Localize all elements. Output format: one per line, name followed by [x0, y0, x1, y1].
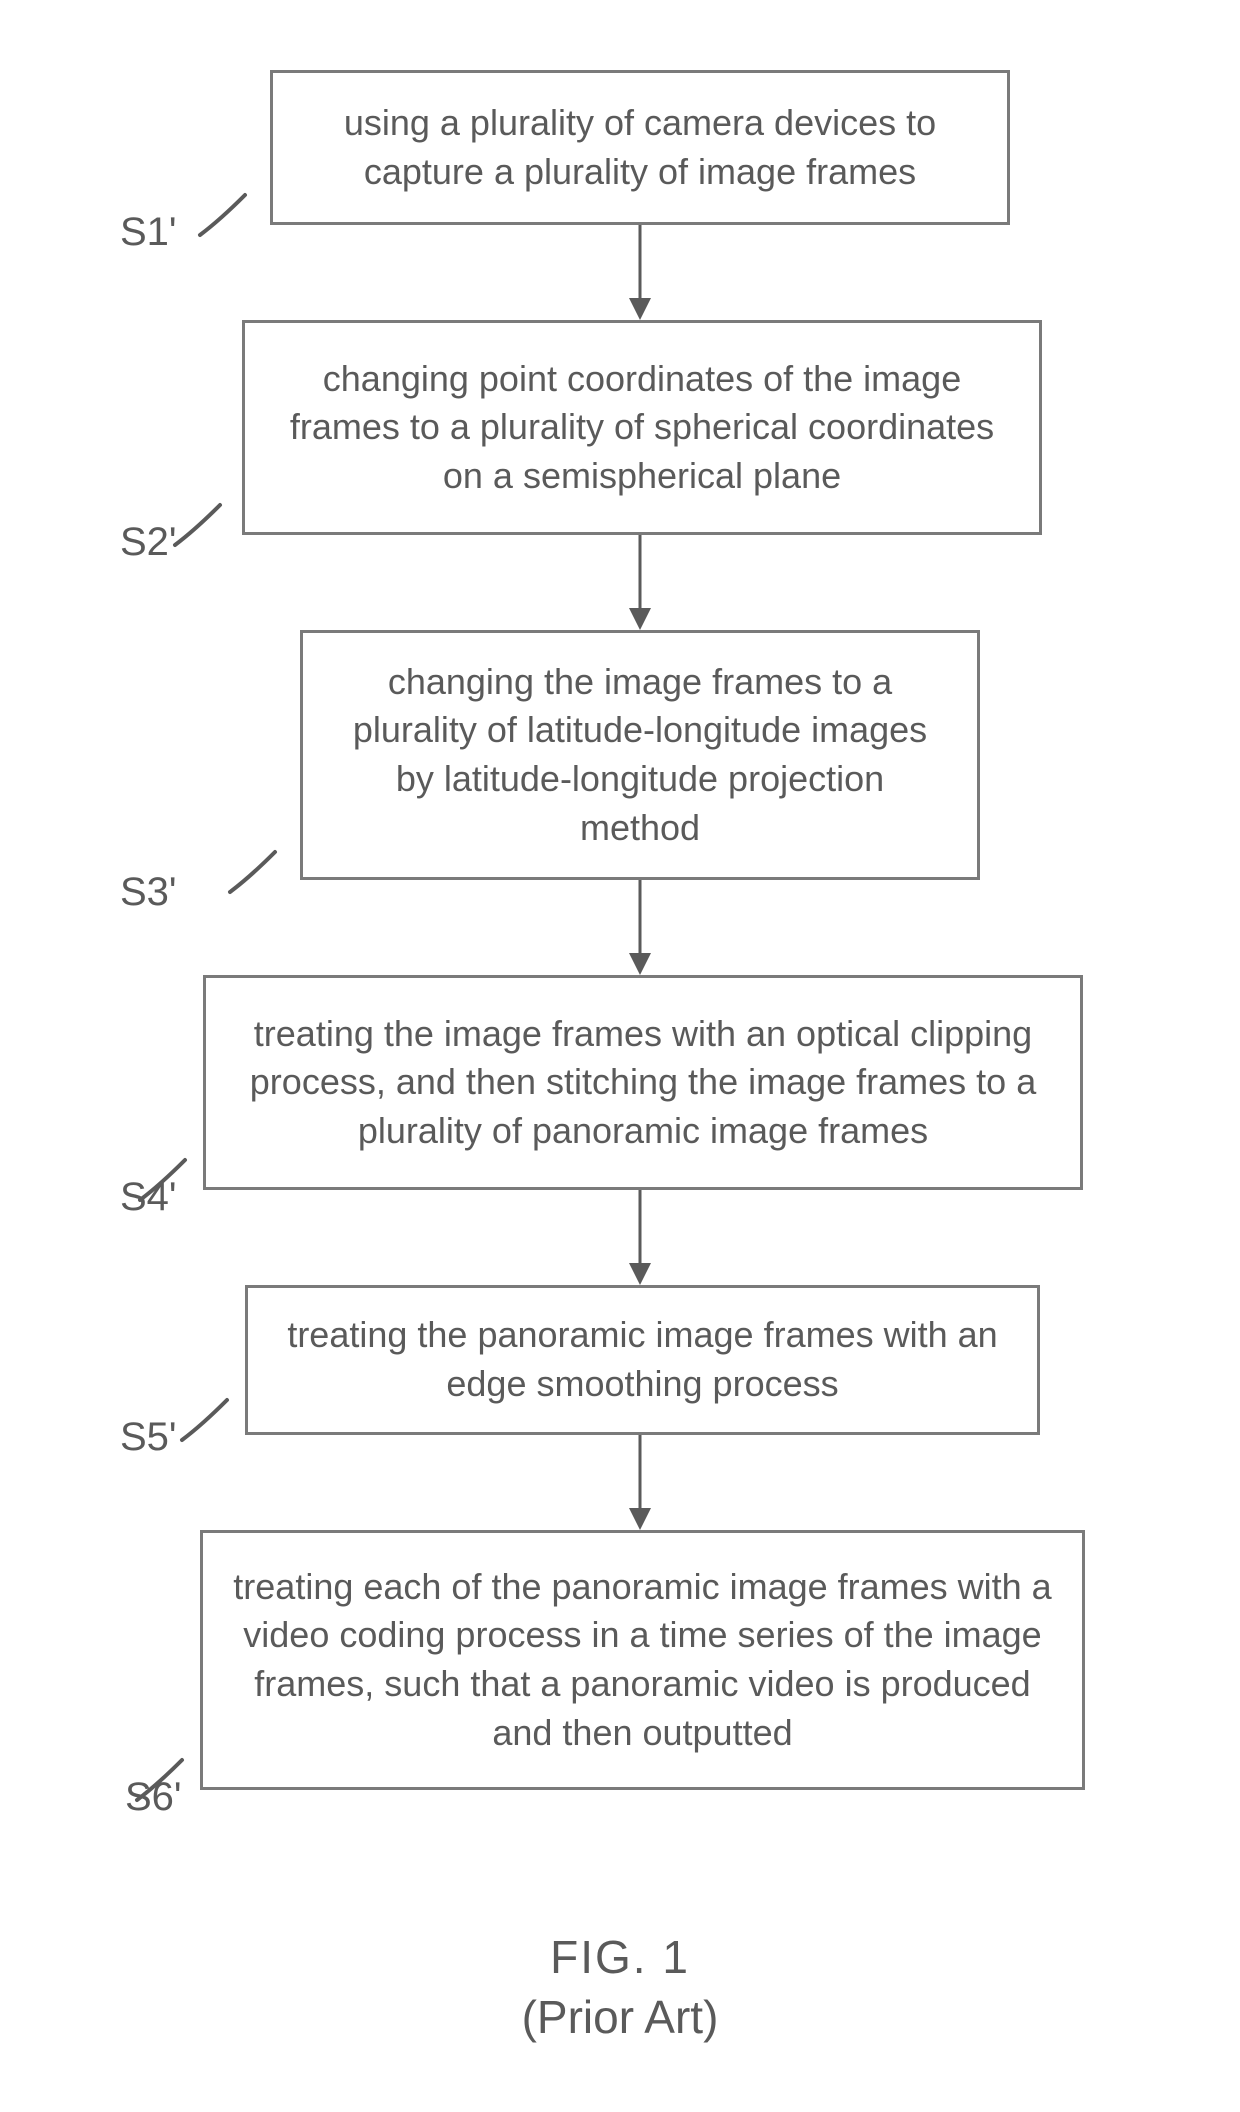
flowchart-step-2: changing point coordinates of the image …: [242, 320, 1042, 535]
figure-caption-line1: FIG. 1: [0, 1930, 1240, 1984]
flowchart-step-label-4: S4': [120, 1175, 177, 1220]
flowchart-step-label-3: S3': [120, 870, 177, 915]
flowchart-step-5: treating the panoramic image frames with…: [245, 1285, 1040, 1435]
flowchart-step-label-2: S2': [120, 520, 177, 565]
flowchart-canvas: using a plurality of camera devices to c…: [0, 0, 1240, 2112]
flowchart-step-1: using a plurality of camera devices to c…: [270, 70, 1010, 225]
flow-arrow: [625, 225, 655, 320]
flow-arrow: [625, 535, 655, 630]
flowchart-step-text: using a plurality of camera devices to c…: [301, 99, 979, 196]
flowchart-step-text: changing point coordinates of the image …: [273, 355, 1011, 501]
flow-arrow: [625, 1190, 655, 1285]
leader-mark: [220, 847, 280, 907]
flowchart-step-4: treating the image frames with an optica…: [203, 975, 1083, 1190]
flow-arrow: [625, 1435, 655, 1530]
flow-arrow: [625, 880, 655, 975]
flowchart-step-text: treating the image frames with an optica…: [234, 1010, 1052, 1156]
flowchart-step-label-6: S6': [125, 1775, 182, 1820]
flowchart-step-text: treating each of the panoramic image fra…: [231, 1563, 1054, 1757]
flowchart-step-text: changing the image frames to a plurality…: [331, 658, 949, 852]
flowchart-step-6: treating each of the panoramic image fra…: [200, 1530, 1085, 1790]
leader-mark: [190, 190, 250, 250]
flowchart-step-text: treating the panoramic image frames with…: [276, 1311, 1009, 1408]
flowchart-step-label-5: S5': [120, 1415, 177, 1460]
leader-mark: [172, 1395, 232, 1455]
flowchart-step-label-1: S1': [120, 210, 177, 255]
flowchart-step-3: changing the image frames to a plurality…: [300, 630, 980, 880]
figure-caption-line2: (Prior Art): [0, 1990, 1240, 2044]
